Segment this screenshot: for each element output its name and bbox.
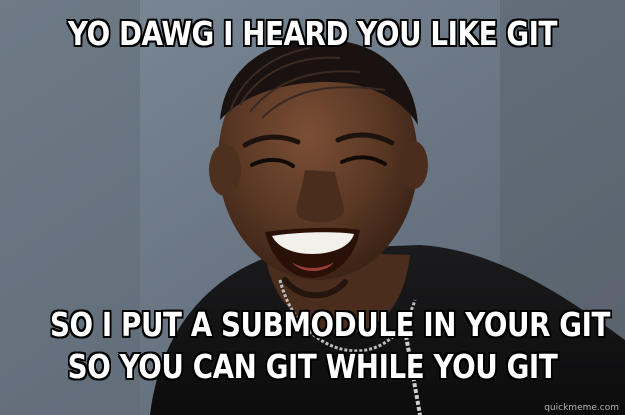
background-shade-left: [0, 0, 140, 415]
nose: [296, 170, 345, 223]
tongue: [292, 262, 334, 271]
top-caption: YO DAWG I HEARD YOU LIKE GIT: [50, 14, 575, 54]
eye-right: [340, 155, 387, 166]
bottom-caption-line-1: SO I PUT A SUBMODULE IN YOUR GIT: [50, 305, 611, 344]
shirt: [150, 245, 625, 415]
top-caption-text: YO DAWG I HEARD YOU LIKE GIT: [67, 14, 558, 53]
chain: [278, 279, 417, 353]
teeth: [272, 232, 354, 254]
eye-left: [250, 157, 295, 168]
eyebrow-right: [335, 132, 395, 146]
ear-right: [400, 141, 428, 189]
bottom-caption-line-2: SO YOU CAN GIT WHILE YOU GIT: [67, 347, 558, 386]
goatee: [282, 277, 348, 299]
bottom-caption: SO I PUT A SUBMODULE IN YOUR GIT SO YOU …: [50, 304, 611, 388]
watermark: quickmeme.com: [544, 403, 619, 413]
cornrow-lines: [229, 47, 386, 119]
head: [218, 40, 418, 280]
ear-left: [209, 144, 241, 196]
chain-pendant: [403, 329, 422, 415]
eyebrow-left: [242, 134, 301, 148]
hair: [220, 39, 418, 125]
